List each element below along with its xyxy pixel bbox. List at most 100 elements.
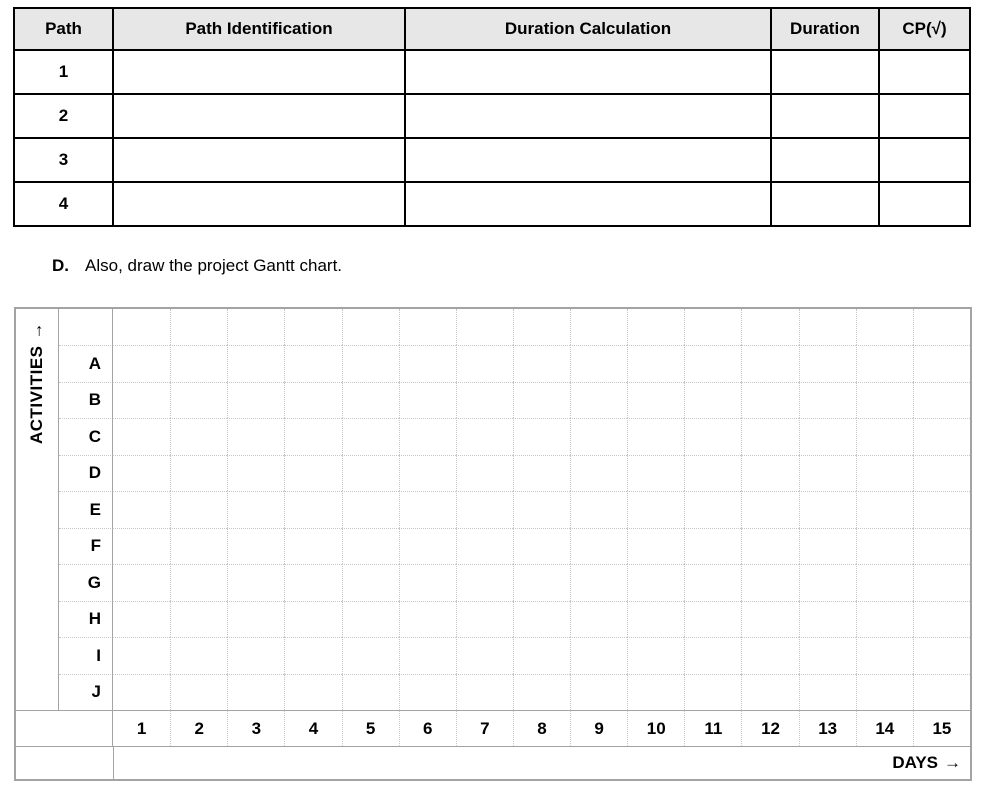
gantt-cell xyxy=(113,418,171,455)
gantt-cell xyxy=(741,418,799,455)
gantt-cell xyxy=(741,527,799,564)
gantt-cell xyxy=(684,491,742,528)
gantt-cell xyxy=(912,454,970,491)
gantt-cell xyxy=(798,345,856,382)
gantt-cell xyxy=(684,637,742,674)
activity-row-label: H xyxy=(59,600,113,637)
gantt-cell xyxy=(684,564,742,601)
gantt-cell xyxy=(455,637,513,674)
gantt-cell xyxy=(912,491,970,528)
gantt-cell xyxy=(627,637,685,674)
duration-empty-cell xyxy=(770,49,880,95)
gantt-cell xyxy=(113,527,171,565)
gantt-cell xyxy=(170,637,228,674)
gantt-cell xyxy=(227,673,285,710)
gantt-cell xyxy=(284,418,342,455)
gantt-cell xyxy=(855,418,913,455)
gantt-cell xyxy=(398,491,456,528)
duration-calculation-empty-cell xyxy=(404,181,772,227)
gantt-cell xyxy=(912,564,970,601)
cp-empty-cell xyxy=(878,49,971,95)
gantt-cell xyxy=(113,491,171,528)
gantt-cell xyxy=(284,564,342,601)
gantt-cell xyxy=(684,454,742,491)
cp-empty-cell xyxy=(878,137,971,183)
gantt-cell xyxy=(798,309,856,345)
x-axis-title: DAYS → xyxy=(892,753,961,773)
gantt-cell xyxy=(398,454,456,491)
gantt-cell xyxy=(855,564,913,601)
activity-row-label: G xyxy=(59,564,113,601)
gantt-cell xyxy=(341,381,399,418)
gantt-cell xyxy=(741,637,799,674)
duration-empty-cell xyxy=(770,137,880,183)
gantt-cell xyxy=(227,491,285,528)
gantt-cell xyxy=(113,637,171,674)
gantt-cell xyxy=(570,491,628,528)
up-arrow-icon: → xyxy=(27,321,46,340)
gantt-cell xyxy=(741,673,799,710)
gantt-cell xyxy=(912,527,970,564)
gantt-cell xyxy=(741,345,799,382)
gantt-cell xyxy=(684,527,742,564)
gantt-cell xyxy=(512,309,570,345)
path-identification-empty-cell xyxy=(112,181,406,227)
gantt-cell xyxy=(284,491,342,528)
gantt-cell xyxy=(570,454,628,491)
gantt-cell xyxy=(227,600,285,637)
gantt-cell xyxy=(855,381,913,418)
gantt-cell xyxy=(227,637,285,674)
day-number: 1 xyxy=(113,710,171,746)
gantt-y-axis-cell: ACTIVITIES → xyxy=(16,309,59,710)
day-number: 12 xyxy=(741,710,799,746)
gantt-cell xyxy=(16,710,59,746)
gantt-cell xyxy=(398,309,456,345)
gantt-cell xyxy=(113,345,171,382)
gantt-cell xyxy=(912,345,970,382)
gantt-cell xyxy=(398,418,456,455)
gantt-cell xyxy=(227,381,285,418)
gantt-cell xyxy=(113,309,170,345)
gantt-cell xyxy=(113,454,171,492)
path-identification-empty-cell xyxy=(112,137,406,183)
gantt-cell xyxy=(113,673,171,711)
day-number: 5 xyxy=(341,710,399,746)
gantt-cell xyxy=(855,600,913,637)
gantt-cell xyxy=(684,600,742,637)
day-number: 4 xyxy=(284,710,342,746)
gantt-cell xyxy=(741,381,799,418)
gantt-cell xyxy=(512,637,571,674)
path-number-cell: 4 xyxy=(13,181,114,227)
activity-row-label: I xyxy=(59,637,113,674)
gantt-cell xyxy=(798,454,856,491)
activity-row-label: B xyxy=(59,381,113,418)
day-number: 2 xyxy=(170,710,228,746)
col-header-duration-calculation: Duration Calculation xyxy=(404,7,772,51)
gantt-cell xyxy=(455,418,513,455)
right-arrow-icon: → xyxy=(944,753,961,772)
day-number: 13 xyxy=(798,710,856,746)
gantt-cell xyxy=(798,637,856,674)
gantt-cell xyxy=(627,564,685,601)
gantt-cell xyxy=(627,309,684,345)
gantt-cell xyxy=(341,637,399,674)
day-number: 14 xyxy=(855,710,913,746)
gantt-cell xyxy=(227,564,285,601)
instruction-text: Also, draw the project Gantt chart. xyxy=(85,256,343,275)
gantt-cell xyxy=(398,527,456,564)
day-number: 6 xyxy=(398,710,456,746)
gantt-cell xyxy=(570,309,627,345)
gantt-cell xyxy=(798,418,856,455)
gantt-cell xyxy=(398,600,456,637)
duration-empty-cell xyxy=(770,181,880,227)
gantt-cell xyxy=(341,564,399,601)
gantt-cell xyxy=(59,710,113,746)
gantt-cell xyxy=(512,564,571,601)
gantt-cell xyxy=(912,637,970,674)
day-number: 10 xyxy=(627,710,685,746)
gantt-cell xyxy=(512,673,571,710)
gantt-cell xyxy=(341,491,399,528)
activity-row-label: C xyxy=(59,418,113,455)
table-row: 1 xyxy=(13,49,971,95)
